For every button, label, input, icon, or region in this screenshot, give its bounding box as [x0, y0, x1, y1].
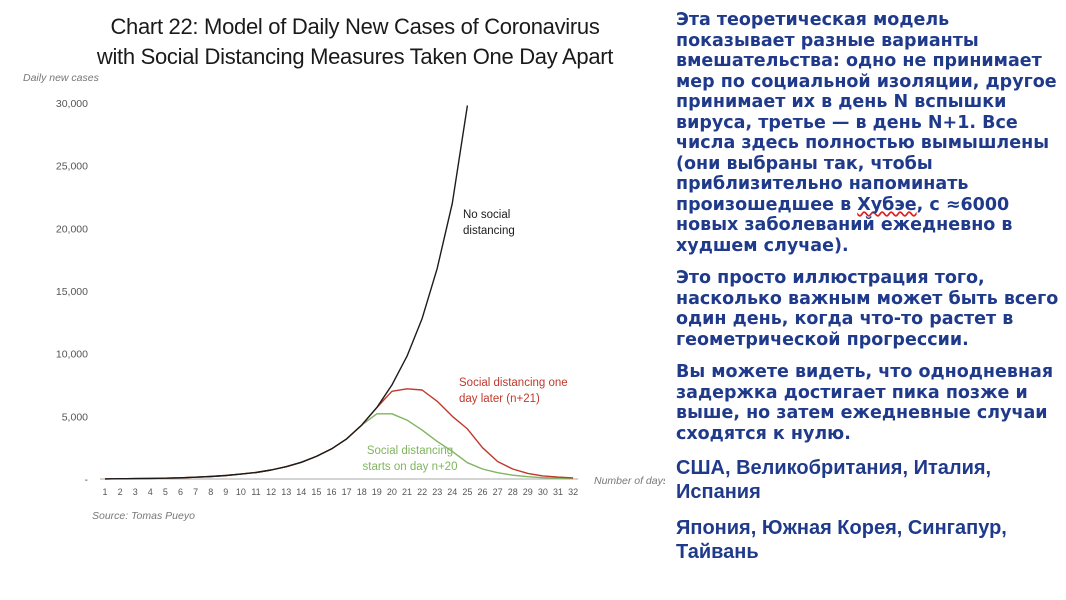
x-tick-label: 30	[538, 487, 548, 497]
x-tick-label: 22	[417, 487, 427, 497]
chart-title-line-1: Chart 22: Model of Daily New Cases of Co…	[110, 14, 600, 39]
series-label-day-n20: Social distancing starts on day n+20	[363, 445, 458, 473]
text-panel: Эта теоретическая модель показывает разн…	[676, 10, 1061, 576]
x-tick-label: 25	[462, 487, 472, 497]
x-tick-label: 7	[193, 487, 198, 497]
y-tick-label: 15,000	[56, 286, 88, 298]
y-tick-label: 10,000	[56, 349, 88, 361]
x-tick-label: 32	[568, 487, 578, 497]
y-axis-label: Daily new cases	[23, 72, 100, 84]
x-tick-label: 4	[148, 487, 153, 497]
x-tick-label: 18	[357, 487, 367, 497]
x-tick-label: 13	[281, 487, 291, 497]
x-tick-label: 11	[251, 487, 260, 497]
x-tick-label: 16	[326, 487, 336, 497]
x-tick-label: 23	[432, 487, 442, 497]
series-label-one-day-later: Social distancing one day later (n+21)	[459, 377, 568, 405]
x-tick-label: 5	[163, 487, 168, 497]
countries-group-1: США, Великобритания, Италия, Испания	[676, 457, 992, 503]
x-tick-label: 29	[523, 487, 533, 497]
x-tick-label: 1	[102, 487, 107, 497]
x-tick-label: 15	[311, 487, 321, 497]
x-tick-label: 12	[266, 487, 276, 497]
y-tick-label: 5,000	[62, 411, 88, 423]
source-note: Source: Tomas Pueyo	[92, 510, 195, 522]
x-tick-label: 31	[553, 487, 563, 497]
chart-svg: Daily new cases - 5,000 10,000 15,000 20,000…	[23, 72, 665, 522]
series-label-no-distancing: No social distancing	[463, 209, 515, 237]
x-tick-label: 26	[477, 487, 487, 497]
x-tick-label: 2	[118, 487, 123, 497]
x-tick-label: 21	[402, 487, 412, 497]
series-line-no-distancing	[104, 105, 469, 480]
chart-title-line-2: with Social Distancing Measures Taken On…	[96, 44, 614, 69]
countries-group-2: Япония, Южная Корея, Сингапур, Тайвань	[676, 517, 1007, 563]
y-tick-label: 25,000	[56, 161, 88, 173]
x-tick-label: 20	[387, 487, 397, 497]
x-tick-label: 3	[133, 487, 138, 497]
x-tick-label: 6	[178, 487, 183, 497]
x-tick-label: 8	[208, 487, 213, 497]
chart-panel: Daily new cases - 5,000 10,000 15,000 20,000…	[23, 14, 665, 522]
x-tick-label: 27	[493, 487, 503, 497]
x-tick-label: 14	[296, 487, 306, 497]
description-paragraph-3: Вы можете видеть, что однодневная задерж…	[676, 362, 1054, 444]
x-tick-label: 19	[372, 487, 382, 497]
y-tick-label: 30,000	[56, 98, 88, 110]
y-tick-label: 20,000	[56, 223, 88, 235]
x-tick-label: 28	[508, 487, 518, 497]
y-tick-label: -	[85, 474, 89, 486]
description-paragraph-2: Это просто иллюстрация того, насколько в…	[676, 268, 1059, 350]
series-line-day-n20	[104, 413, 574, 480]
description-paragraph-1: Эта теоретическая модель показывает разн…	[676, 10, 1057, 256]
x-tick-label: 24	[447, 487, 457, 497]
x-axis-label: Number of days	[594, 475, 665, 487]
misspelled-word: Хубэе	[857, 194, 917, 215]
x-tick-label: 10	[236, 487, 246, 497]
x-tick-label: 17	[342, 487, 352, 497]
x-tick-label: 9	[223, 487, 228, 497]
